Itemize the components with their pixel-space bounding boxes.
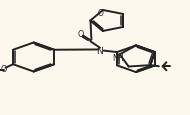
Text: O: O [78,30,84,39]
Text: O: O [98,9,104,18]
Text: N: N [97,47,103,56]
Text: O: O [1,65,7,74]
Text: NH: NH [112,53,124,62]
